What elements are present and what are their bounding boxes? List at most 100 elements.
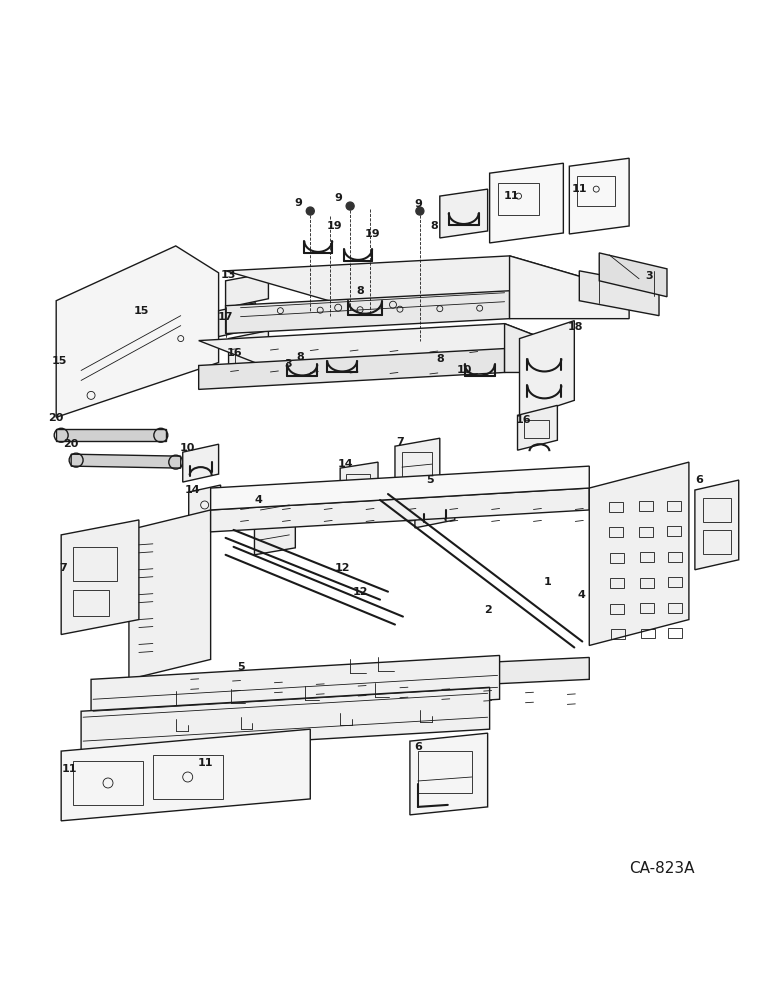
Text: 9: 9 (294, 198, 303, 208)
Polygon shape (520, 321, 574, 418)
Bar (610, 553, 624, 563)
Text: 4: 4 (255, 495, 262, 505)
Text: 11: 11 (62, 764, 77, 774)
Text: 5: 5 (426, 475, 434, 485)
Polygon shape (229, 331, 269, 378)
Bar (73, 590, 109, 616)
Circle shape (416, 207, 424, 215)
Bar (73, 761, 143, 805)
Text: 16: 16 (227, 348, 242, 358)
Bar (609, 502, 623, 512)
Text: 20: 20 (63, 439, 79, 449)
Bar (346, 474, 370, 504)
Polygon shape (91, 655, 499, 723)
Polygon shape (505, 324, 569, 372)
Text: 7: 7 (396, 437, 404, 447)
Text: 12: 12 (334, 563, 350, 573)
Polygon shape (569, 158, 629, 234)
Polygon shape (129, 510, 211, 679)
Polygon shape (440, 189, 488, 238)
Bar (667, 501, 681, 511)
Polygon shape (225, 256, 629, 306)
Text: 12: 12 (352, 587, 367, 597)
Text: CA-823A: CA-823A (629, 861, 695, 876)
Polygon shape (589, 462, 689, 645)
Polygon shape (517, 405, 557, 450)
Polygon shape (188, 485, 221, 523)
Polygon shape (56, 429, 166, 441)
Text: 18: 18 (567, 322, 583, 332)
Bar (669, 628, 682, 638)
Bar (639, 501, 653, 511)
Text: 7: 7 (59, 563, 67, 573)
Polygon shape (395, 438, 440, 498)
Text: 8: 8 (356, 286, 364, 296)
Polygon shape (129, 657, 589, 701)
Polygon shape (71, 454, 181, 468)
Text: 8: 8 (430, 221, 438, 231)
Polygon shape (183, 444, 218, 482)
Polygon shape (695, 480, 739, 570)
Text: 3: 3 (645, 271, 653, 281)
Text: 5: 5 (237, 662, 244, 672)
Text: 8: 8 (436, 354, 444, 364)
Polygon shape (61, 520, 139, 635)
Bar (703, 498, 731, 522)
Text: 3: 3 (285, 359, 292, 369)
Text: 2: 2 (484, 605, 492, 615)
Bar (667, 526, 681, 536)
Bar (640, 552, 654, 562)
Text: 11: 11 (571, 184, 587, 194)
Text: 11: 11 (504, 191, 520, 201)
Bar (577, 176, 615, 206)
Text: 19: 19 (327, 221, 342, 231)
Bar (640, 578, 654, 588)
Polygon shape (211, 488, 589, 532)
Text: 6: 6 (695, 475, 703, 485)
Polygon shape (198, 349, 505, 389)
Text: 11: 11 (198, 758, 213, 768)
Bar (402, 452, 432, 480)
Polygon shape (415, 480, 455, 528)
Polygon shape (56, 246, 218, 417)
Polygon shape (410, 733, 488, 815)
Bar (73, 547, 117, 581)
Bar (611, 604, 625, 614)
Bar (669, 603, 682, 613)
Text: 6: 6 (414, 742, 422, 752)
Polygon shape (255, 495, 296, 555)
Bar (668, 577, 682, 587)
Bar (235, 343, 260, 364)
Polygon shape (225, 291, 510, 334)
Polygon shape (61, 729, 310, 821)
Bar (609, 527, 624, 537)
Text: 10: 10 (457, 365, 472, 375)
Polygon shape (225, 273, 269, 308)
Text: 8: 8 (296, 352, 304, 362)
Polygon shape (599, 253, 667, 297)
Text: 10: 10 (180, 443, 195, 453)
Text: 15: 15 (52, 356, 67, 366)
Polygon shape (211, 466, 589, 510)
Bar (641, 629, 655, 638)
Polygon shape (218, 303, 256, 337)
Text: 4: 4 (577, 590, 585, 600)
Bar (610, 578, 624, 588)
Text: 9: 9 (414, 199, 422, 209)
Bar (639, 527, 653, 537)
Text: 17: 17 (218, 312, 233, 322)
Bar (523, 420, 550, 438)
Bar (153, 755, 222, 799)
Text: 14: 14 (337, 459, 353, 469)
Bar (611, 629, 625, 639)
Text: 19: 19 (364, 229, 380, 239)
Text: 9: 9 (334, 193, 342, 203)
Polygon shape (489, 163, 564, 243)
Text: 14: 14 (185, 485, 201, 495)
Bar (668, 552, 682, 562)
Bar (498, 183, 540, 215)
Circle shape (306, 207, 314, 215)
Text: 16: 16 (516, 415, 531, 425)
Polygon shape (81, 687, 489, 753)
Polygon shape (340, 462, 378, 516)
